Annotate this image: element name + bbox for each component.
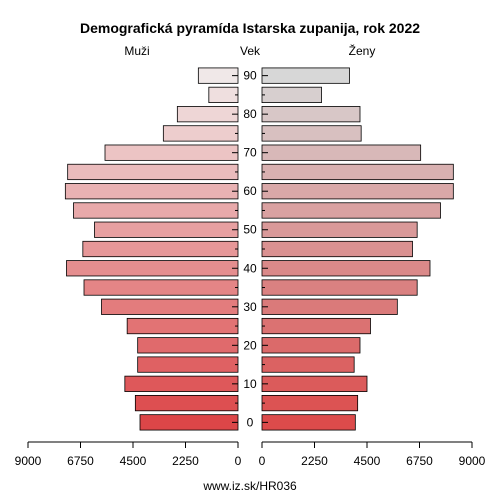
male-bar <box>137 337 239 354</box>
male-bar <box>73 202 239 219</box>
female-bars <box>261 67 454 431</box>
female-bar <box>261 67 350 84</box>
age-tick-label: 50 <box>243 223 257 237</box>
female-bar <box>261 260 431 277</box>
age-tick-label: 80 <box>243 107 257 121</box>
male-bar <box>126 317 239 335</box>
age-axis: 0 10 20 30 40 50 60 70 80 90 <box>232 69 268 429</box>
female-x-tick-label: 0 <box>259 454 266 468</box>
male-bar <box>134 394 239 412</box>
age-axis-label: Vek <box>240 44 261 58</box>
left-series-label: Muži <box>124 44 149 58</box>
female-x-tick-label: 2250 <box>301 454 328 468</box>
female-bar <box>261 317 371 335</box>
age-tick-label: 70 <box>243 146 257 160</box>
footer-source: www.iz.sk/HR036 <box>202 479 297 493</box>
male-bar <box>101 298 239 315</box>
male-bar <box>124 375 239 392</box>
female-bar <box>261 375 368 392</box>
female-bar <box>261 414 356 431</box>
female-bar <box>261 183 454 200</box>
female-x-tick-label: 9000 <box>459 454 486 468</box>
female-bar <box>261 202 441 219</box>
male-x-tick-label: 6750 <box>67 454 94 468</box>
female-bar <box>261 356 355 373</box>
male-bar <box>82 240 239 258</box>
male-bar <box>208 86 239 104</box>
female-bar <box>261 240 413 258</box>
male-bar <box>139 414 239 431</box>
male-x-tick-label: 0 <box>235 454 242 468</box>
male-x-tick-label: 4500 <box>120 454 147 468</box>
female-bar <box>261 337 361 354</box>
age-tick-label: 30 <box>243 300 257 314</box>
age-tick-label: 60 <box>243 184 257 198</box>
female-bar <box>261 125 362 142</box>
age-tick-label: 0 <box>247 415 254 429</box>
male-x-tick-label: 2250 <box>172 454 199 468</box>
male-bar <box>104 144 239 161</box>
age-tick-label: 90 <box>243 69 257 83</box>
male-bar <box>83 279 239 296</box>
female-bar <box>261 298 398 315</box>
male-bar <box>66 260 239 277</box>
female-bar <box>261 163 454 181</box>
female-bar <box>261 144 422 161</box>
age-tick-label: 40 <box>243 261 257 275</box>
right-series-label: Ženy <box>349 43 376 58</box>
male-x-tick-label: 9000 <box>15 454 42 468</box>
x-axes: 9000 6750 4500 2250 0 0 2250 4500 6750 9000 <box>15 441 486 468</box>
male-bar <box>64 183 239 200</box>
female-bar <box>261 86 322 104</box>
age-tick-label: 10 <box>243 377 257 391</box>
chart-title: Demografická pyramída Istarska zupanija,… <box>80 20 420 36</box>
female-bar <box>261 279 418 296</box>
female-x-tick-label: 4500 <box>354 454 381 468</box>
male-bar <box>176 106 239 123</box>
male-bar <box>67 163 239 181</box>
female-bar <box>261 221 418 238</box>
age-tick-label: 20 <box>243 338 257 352</box>
male-bars <box>64 67 239 431</box>
female-bar <box>261 394 359 412</box>
female-x-tick-label: 6750 <box>406 454 433 468</box>
male-bar <box>162 125 239 142</box>
male-bar <box>94 221 239 238</box>
female-bar <box>261 106 361 123</box>
male-bar <box>137 356 239 373</box>
